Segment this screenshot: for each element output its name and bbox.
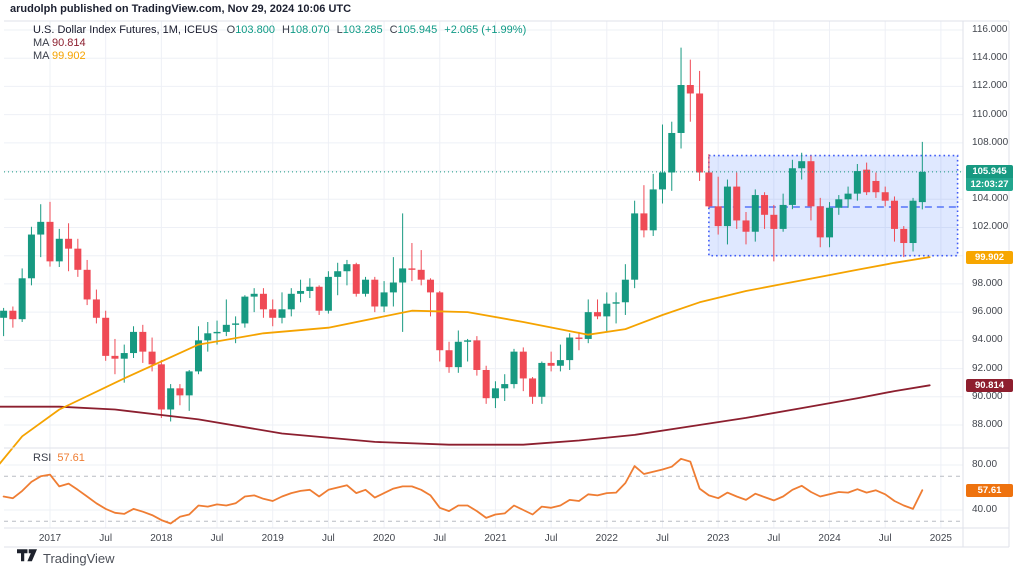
rsi-value-badge: 57.61 bbox=[966, 484, 1013, 497]
ma-maroon-value: 90.814 bbox=[51, 37, 86, 49]
axis-label: 2019 bbox=[261, 533, 284, 544]
axis-label: Jul bbox=[767, 533, 781, 544]
last-price-value: 105.945 bbox=[966, 165, 1013, 178]
last-price-badge: 105.945 12:03:27 bbox=[966, 165, 1013, 191]
axis-label: 2022 bbox=[595, 533, 618, 544]
ma-orange-value: 99.902 bbox=[51, 50, 86, 62]
close-value: 105.945 bbox=[397, 24, 438, 36]
bar-countdown: 12:03:27 bbox=[966, 178, 1013, 191]
rsi-label: RSI bbox=[33, 452, 52, 464]
axis-label: Jul bbox=[321, 533, 335, 544]
tradingview-logo-text: TradingView bbox=[43, 550, 115, 566]
axis-label: 2021 bbox=[484, 533, 507, 544]
open-value: 103.800 bbox=[235, 24, 275, 36]
axis-label: 110.000 bbox=[972, 108, 1008, 120]
rsi-value: 57.61 bbox=[57, 452, 85, 464]
high-label: H bbox=[281, 24, 290, 36]
axis-label: 102.000 bbox=[972, 221, 1009, 233]
ma-orange-label: MA bbox=[33, 50, 49, 62]
axis-label: 96.000 bbox=[972, 306, 1003, 318]
ma-maroon-price-badge: 90.814 bbox=[966, 379, 1013, 392]
axis-label: 98.000 bbox=[972, 277, 1003, 289]
ma-maroon-label: MA bbox=[33, 37, 49, 49]
axis-label: Jul bbox=[433, 533, 447, 544]
axis-label: 90.000 bbox=[972, 390, 1003, 402]
axis-label: 2018 bbox=[150, 533, 173, 544]
low-value: 103.285 bbox=[342, 24, 383, 36]
axis-label: 104.000 bbox=[972, 193, 1009, 205]
axis-label: 108.000 bbox=[972, 136, 1009, 148]
axis-label: 2024 bbox=[818, 533, 841, 544]
open-label: O bbox=[226, 24, 236, 36]
axis-label: 94.000 bbox=[972, 334, 1003, 346]
legend-row-ma-orange: MA 99.902 bbox=[33, 50, 526, 63]
axis-label: 2023 bbox=[707, 533, 730, 544]
axis-label: Jul bbox=[656, 533, 669, 544]
low-label: L bbox=[336, 24, 343, 36]
axis-label: Jul bbox=[99, 533, 113, 544]
symbol-title[interactable]: U.S. Dollar Index Futures, 1M, ICEUS bbox=[33, 24, 218, 36]
tradingview-logo[interactable]: TradingView bbox=[17, 549, 115, 567]
axis-label: 92.000 bbox=[972, 362, 1003, 374]
close-label: C bbox=[389, 24, 398, 36]
axis-label: 112.000 bbox=[972, 80, 1008, 92]
axis-label: Jul bbox=[544, 533, 558, 544]
axis-label: 88.000 bbox=[972, 418, 1003, 430]
axis-label: Jul bbox=[878, 533, 892, 544]
legend-row-main: U.S. Dollar Index Futures, 1M, ICEUS O103… bbox=[33, 24, 526, 37]
axis-label: Jul bbox=[210, 533, 224, 544]
axis-label: 114.000 bbox=[972, 52, 1008, 64]
legend-row-ma-maroon: MA 90.814 bbox=[33, 37, 526, 50]
high-value: 108.070 bbox=[289, 24, 330, 36]
axis-label: 2017 bbox=[38, 533, 62, 544]
axis-label: 40.00 bbox=[972, 504, 998, 515]
axis-label: 116.000 bbox=[972, 24, 1008, 35]
axis-label: 80.00 bbox=[972, 459, 998, 470]
tradingview-logo-icon bbox=[17, 549, 37, 567]
attribution-text: arudolph published on TradingView.com, N… bbox=[10, 3, 352, 15]
change-value: +2.065 (+1.99%) bbox=[444, 24, 527, 36]
axis-label: 2020 bbox=[372, 533, 396, 544]
symbol-legend: U.S. Dollar Index Futures, 1M, ICEUS O103… bbox=[33, 24, 526, 63]
rsi-legend: RSI 57.61 bbox=[33, 452, 85, 464]
axis-label: 2025 bbox=[929, 533, 952, 544]
ma-orange-price-badge: 99.902 bbox=[966, 251, 1013, 264]
